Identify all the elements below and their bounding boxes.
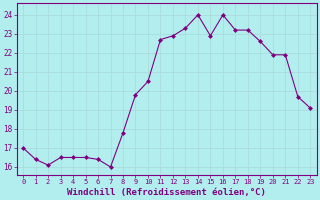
X-axis label: Windchill (Refroidissement éolien,°C): Windchill (Refroidissement éolien,°C) bbox=[67, 188, 266, 197]
